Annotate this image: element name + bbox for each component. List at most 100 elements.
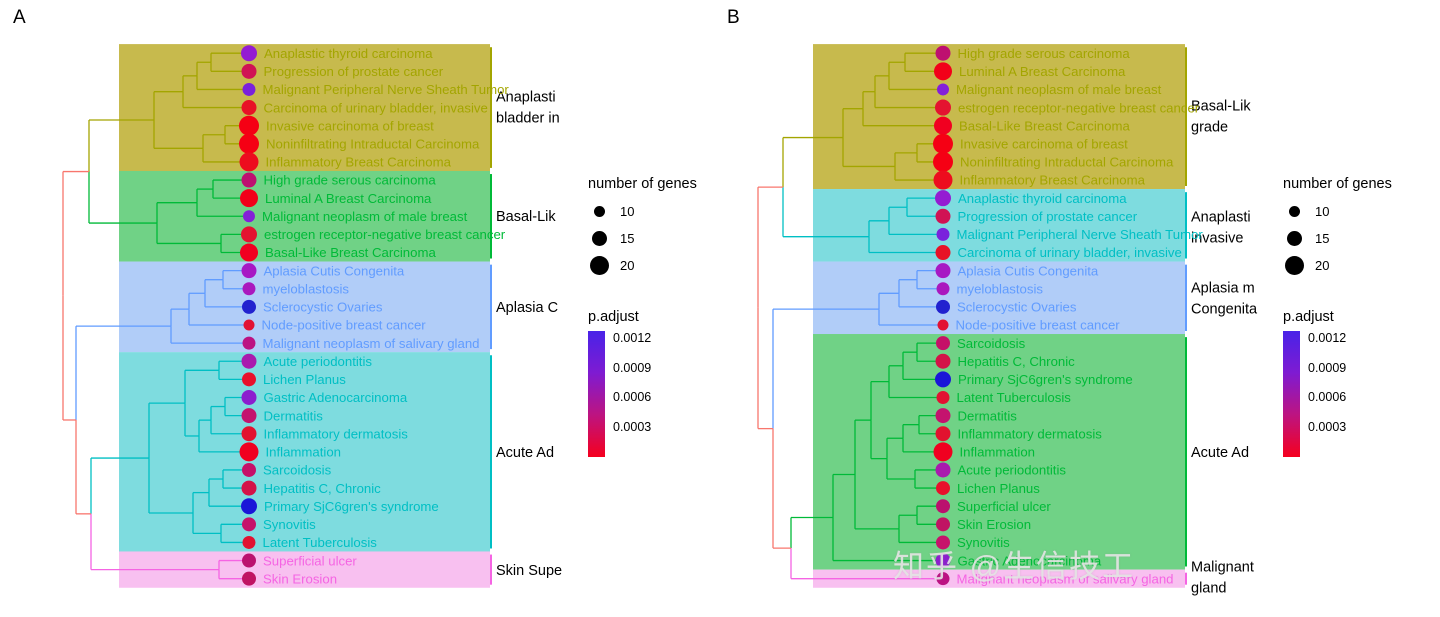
leaf-dot (242, 553, 256, 568)
leaf-label: High grade serous carcinoma (958, 46, 1131, 61)
leaf-dot (242, 372, 256, 387)
cluster-label: Anaplasti (1191, 210, 1251, 226)
leaf-dot (936, 572, 950, 586)
legend-colorbar: 0.0012 0.0009 0.0006 0.0003 (1283, 331, 1423, 463)
leaf-label: Dermatitis (958, 408, 1018, 423)
leaf-label: Inflammatory dermatosis (958, 426, 1103, 441)
leaf-label: Hepatitis C, Chronic (958, 354, 1076, 369)
leaf-label: Sclerocystic Ovaries (263, 300, 383, 315)
leaf-label: Malignant Peripheral Nerve Sheath Tumor (263, 82, 510, 97)
leaf-dot (933, 133, 953, 154)
leaf-dot (937, 319, 949, 331)
cluster-label: Aplasia m (1191, 281, 1255, 297)
leaf-dot (934, 116, 952, 135)
leaf-label: Progression of prostate cancer (958, 209, 1138, 224)
legend-size-dot-box (1283, 206, 1305, 217)
legend-size-dot-box (588, 206, 610, 217)
leaf-label: Node-positive breast cancer (956, 318, 1121, 333)
leaf-dot (936, 299, 950, 314)
leaf-label: Skin Erosion (957, 517, 1031, 532)
leaf-label: Primary SjC6gren's syndrome (264, 499, 439, 514)
cluster-label: Acute Ad (496, 445, 554, 461)
legend-size-dot-box (1283, 256, 1305, 275)
leaf-label: Luminal A Breast Carcinoma (265, 191, 432, 206)
leaf-dot (936, 282, 950, 296)
leaf-dot (937, 83, 949, 96)
leaf-label: Dermatitis (264, 408, 324, 423)
legend-size-row: 20 (1283, 252, 1423, 279)
leaf-dot (241, 172, 257, 188)
legend-size-dot (589, 256, 609, 275)
leaf-label: Sarcoidosis (957, 336, 1026, 351)
leaf-dot (936, 499, 950, 514)
leaf-dot (242, 299, 256, 314)
cluster-label: Basal-Lik (496, 209, 556, 225)
legend-size-dot-box (1283, 231, 1305, 246)
leaf-label: Sclerocystic Ovaries (957, 300, 1077, 315)
leaf-label: Acute periodontitis (264, 354, 373, 369)
cluster-highlight-blue (813, 261, 1185, 335)
leaf-dot (241, 100, 257, 116)
leaf-dot (242, 336, 256, 350)
leaf-dot (935, 99, 951, 116)
legend-colorbar: 0.0012 0.0009 0.0006 0.0003 (588, 331, 728, 463)
leaf-dot (936, 481, 950, 496)
leaf-label: myeloblastosis (957, 281, 1044, 296)
legend-size-dot-box (588, 256, 610, 275)
legend-size-row: 10 (1283, 198, 1423, 225)
leaf-dot (239, 133, 259, 154)
leaf-label: Anaplastic thyroid carcinoma (264, 46, 433, 61)
leaf-label: Inflammation (960, 445, 1036, 460)
leaf-dot (241, 63, 257, 79)
panel-a-label: A (13, 7, 26, 28)
panel-b-label: B (727, 7, 740, 28)
legend-size-title: number of genes (588, 176, 697, 192)
cluster-highlight-olive (119, 44, 490, 172)
leaf-dot (936, 517, 950, 532)
leaf-label: High grade serous carcinoma (264, 173, 437, 188)
cluster-highlight-magenta (813, 569, 1185, 588)
cluster-label: Acute Ad (1191, 445, 1249, 461)
legend-size-label: 20 (1315, 258, 1330, 273)
leaf-label: Malignant Peripheral Nerve Sheath Tumor (957, 227, 1204, 242)
leaf-dot (936, 336, 950, 351)
cluster-highlight-cyan (813, 189, 1185, 262)
leaf-dot (935, 371, 951, 388)
leaf-dot (934, 62, 952, 81)
padjust-tick-label: 0.0012 (1308, 331, 1347, 345)
leaf-label: Synovitis (263, 517, 316, 532)
legend-size-label: 20 (620, 258, 635, 273)
leaf-label: Noninfiltrating Intraductal Carcinoma (960, 155, 1174, 170)
leaf-label: Carcinoma of urinary bladder, invasive (264, 100, 488, 115)
cluster-label: Basal-Lik (1191, 99, 1251, 115)
cluster-label: Aplasia C (496, 300, 558, 316)
leaf-dot (935, 45, 951, 61)
cluster-highlight-cyan (119, 352, 490, 552)
leaf-dot (243, 319, 255, 331)
legend-size-label: 10 (620, 204, 635, 219)
cluster-label: Skin Supe (496, 563, 562, 579)
leaf-dot (240, 189, 258, 208)
legend-size-title: number of genes (1283, 176, 1392, 192)
leaf-label: Carcinoma of urinary bladder, invasive (958, 245, 1182, 260)
leaf-label: Lichen Planus (263, 372, 346, 387)
leaf-label: Invasive carcinoma of breast (266, 118, 434, 133)
cluster-highlight-olive (813, 44, 1185, 190)
leaf-dot (935, 426, 951, 442)
leaf-label: Inflammatory dermatosis (264, 426, 409, 441)
leaf-dot (239, 115, 259, 136)
watermark: 知乎 @生信技工 (893, 549, 1136, 584)
legend-padjust-title: p.adjust (588, 309, 639, 325)
leaf-dot (242, 517, 256, 532)
leaf-label: Noninfiltrating Intraductal Carcinoma (266, 137, 480, 152)
leaf-dot (935, 553, 951, 569)
legend-size-dot (1284, 256, 1304, 275)
cluster-label: bladder in (496, 111, 560, 127)
leaf-label: Primary SjC6gren's syndrome (958, 372, 1133, 387)
padjust-tick-label: 0.0009 (1308, 360, 1347, 375)
legend-padjust-title: p.adjust (1283, 309, 1334, 325)
cluster-label: invasive (1191, 231, 1243, 247)
legend-size-label: 10 (1315, 204, 1330, 219)
legend-size-label: 15 (620, 231, 635, 246)
